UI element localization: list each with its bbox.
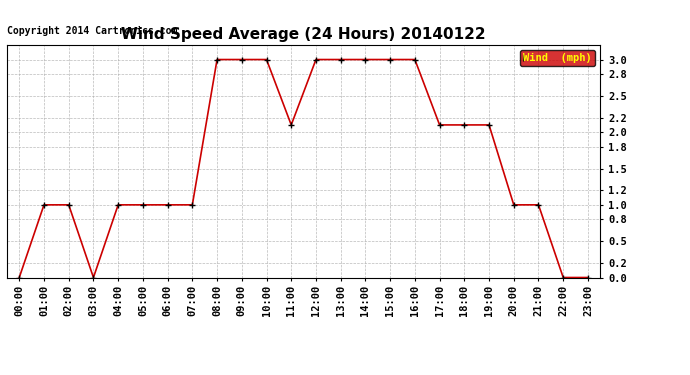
Legend: Wind  (mph): Wind (mph) xyxy=(520,50,595,66)
Title: Wind Speed Average (24 Hours) 20140122: Wind Speed Average (24 Hours) 20140122 xyxy=(121,27,486,42)
Text: Copyright 2014 Cartronics.com: Copyright 2014 Cartronics.com xyxy=(7,26,177,36)
